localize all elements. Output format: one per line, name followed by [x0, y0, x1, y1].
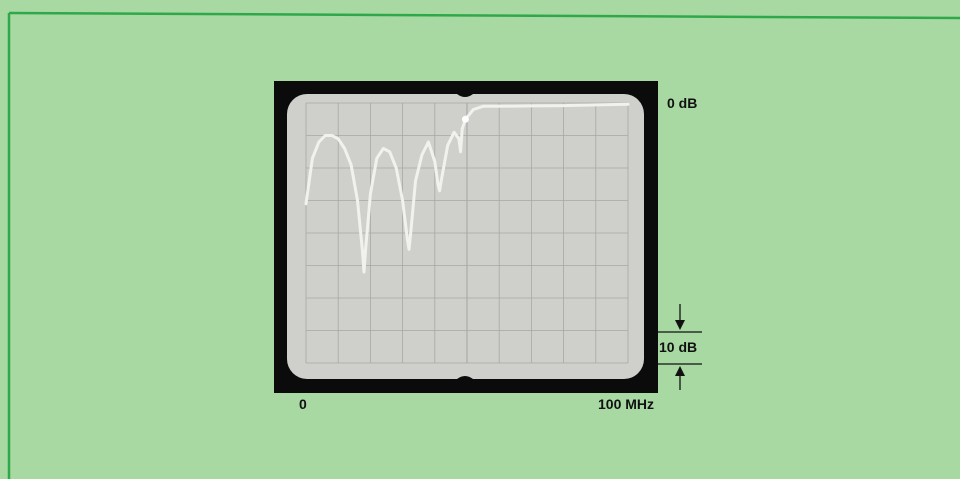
trace-point: [461, 128, 463, 130]
trace-point: [363, 271, 365, 273]
trace-point: [331, 134, 333, 137]
trace-point: [408, 248, 410, 251]
trace-point: [356, 199, 359, 202]
top-level-label: 0 dB: [667, 95, 698, 111]
trace-point: [453, 131, 455, 134]
x-end-label: 100 MHz: [598, 396, 655, 412]
scale-marker-label: 10 dB: [659, 339, 698, 355]
trace-point: [438, 190, 441, 192]
trace-point: [472, 108, 475, 111]
trace-point: [409, 232, 412, 234]
screen-notch-top: [457, 94, 473, 97]
trace-point: [437, 183, 439, 186]
trace-point: [595, 104, 597, 106]
trace-point: [434, 160, 436, 163]
trace-point: [458, 138, 460, 140]
oscilloscope-display: [274, 81, 658, 393]
trace-point: [395, 167, 397, 169]
scale-arrows: [658, 304, 702, 390]
trace-point: [401, 199, 404, 202]
trace-point: [311, 157, 314, 160]
arrow-down-head: [675, 320, 685, 330]
arrow-up-head: [675, 366, 685, 376]
graticule: [305, 102, 629, 364]
screen-notch-bottom: [457, 376, 473, 379]
trace-point: [498, 105, 500, 108]
trace-point: [318, 141, 320, 143]
trace-point: [350, 164, 352, 166]
trace-point: [382, 147, 385, 150]
trace-point: [627, 103, 629, 106]
trace-point: [446, 144, 449, 147]
trace-point: [440, 180, 442, 182]
trace-point: [337, 138, 339, 140]
trace-point: [343, 147, 346, 150]
trace-point: [324, 134, 327, 137]
trace-point: [427, 141, 430, 143]
trace-point: [361, 248, 364, 251]
trace-point: [562, 104, 565, 107]
frame-top-line: [8, 11, 960, 20]
trace-point: [305, 203, 307, 205]
trace-group: [304, 102, 630, 274]
scope-screen: [287, 94, 644, 379]
trace-point: [482, 105, 484, 108]
trace-point: [414, 180, 417, 182]
trace-point: [459, 151, 462, 153]
x-start-label: 0: [299, 396, 307, 412]
trace-bright-spot: [461, 115, 469, 123]
trace-point: [406, 238, 409, 241]
trace-point: [421, 154, 423, 156]
trace-point: [369, 193, 372, 195]
trace-point: [364, 248, 367, 251]
trace-point: [388, 151, 391, 153]
trace-point: [530, 105, 533, 107]
trace-point: [376, 157, 378, 160]
